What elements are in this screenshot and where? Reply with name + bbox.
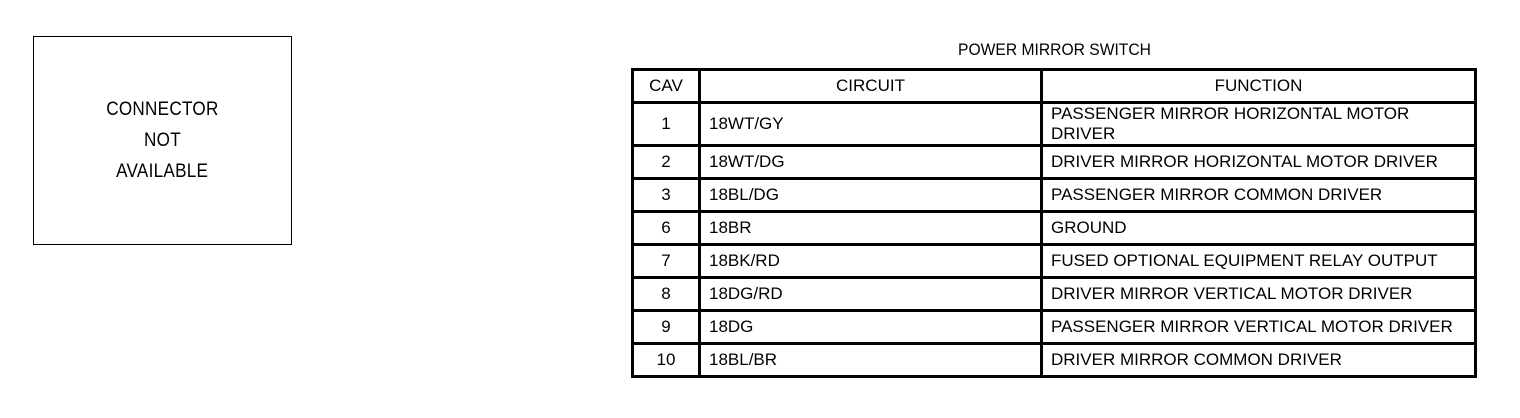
circuit-cell: 18DG xyxy=(699,310,1043,345)
connector-not-available-box: CONNECTOR NOT AVAILABLE xyxy=(33,36,292,245)
table-row: 3 18BL/DG PASSENGER MIRROR COMMON DRIVER xyxy=(632,178,1476,213)
table-row: 7 18BK/RD FUSED OPTIONAL EQUIPMENT RELAY O… xyxy=(632,244,1476,279)
table-title: POWER MIRROR SWITCH xyxy=(958,40,1151,59)
circuit-cell: 18WT/DG xyxy=(699,145,1043,180)
circuit-cell: 18DG/RD xyxy=(699,277,1043,312)
circuit-cell: 18BK/RD xyxy=(699,244,1043,279)
function-cell: GROUND xyxy=(1041,211,1476,246)
connector-text-line: AVAILABLE xyxy=(116,161,209,182)
table-header-row: CAV CIRCUIT FUNCTION xyxy=(632,69,1476,104)
cav-cell: 1 xyxy=(632,102,701,147)
function-cell: PASSENGER MIRROR VERTICAL MOTOR DRIVER xyxy=(1041,310,1476,345)
table-row: 10 18BL/BR DRIVER MIRROR COMMON DRIVER xyxy=(632,343,1476,378)
circuit-cell: 18BL/BR xyxy=(699,343,1043,378)
header-function: FUNCTION xyxy=(1041,69,1476,104)
cav-cell: 2 xyxy=(632,145,701,180)
circuit-cell: 18WT/GY xyxy=(699,102,1043,147)
cav-cell: 7 xyxy=(632,244,701,279)
function-cell: PASSENGER MIRROR HORIZONTAL MOTOR DRIVER xyxy=(1041,102,1476,147)
circuit-cell: 18BR xyxy=(699,211,1043,246)
table-row: 8 18DG/RD DRIVER MIRROR VERTICAL MOTOR DRI… xyxy=(632,277,1476,312)
table-row: 9 18DG PASSENGER MIRROR VERTICAL MOTOR DRI… xyxy=(632,310,1476,345)
cav-cell: 8 xyxy=(632,277,701,312)
function-cell: DRIVER MIRROR VERTICAL MOTOR DRIVER xyxy=(1041,277,1476,312)
header-circuit: CIRCUIT xyxy=(699,69,1043,104)
cav-cell: 3 xyxy=(632,178,701,213)
cav-cell: 10 xyxy=(632,343,701,378)
function-cell: PASSENGER MIRROR COMMON DRIVER xyxy=(1041,178,1476,213)
connector-text-line: NOT xyxy=(144,130,181,151)
pinout-table: CAV CIRCUIT FUNCTION 1 18WT/GY PASSENGER M… xyxy=(631,68,1477,378)
table-row: 6 18BR GROUND xyxy=(632,211,1476,246)
cav-cell: 6 xyxy=(632,211,701,246)
function-cell: DRIVER MIRROR HORIZONTAL MOTOR DRIVER xyxy=(1041,145,1476,180)
connector-text-line: CONNECTOR xyxy=(106,99,219,120)
table-row: 2 18WT/DG DRIVER MIRROR HORIZONTAL MOTOR D… xyxy=(632,145,1476,180)
header-cav: CAV xyxy=(632,69,701,104)
function-cell: FUSED OPTIONAL EQUIPMENT RELAY OUTPUT xyxy=(1041,244,1476,279)
cav-cell: 9 xyxy=(632,310,701,345)
circuit-cell: 18BL/DG xyxy=(699,178,1043,213)
function-cell: DRIVER MIRROR COMMON DRIVER xyxy=(1041,343,1476,378)
table-row: 1 18WT/GY PASSENGER MIRROR HORIZONTAL MOTO… xyxy=(632,102,1476,147)
